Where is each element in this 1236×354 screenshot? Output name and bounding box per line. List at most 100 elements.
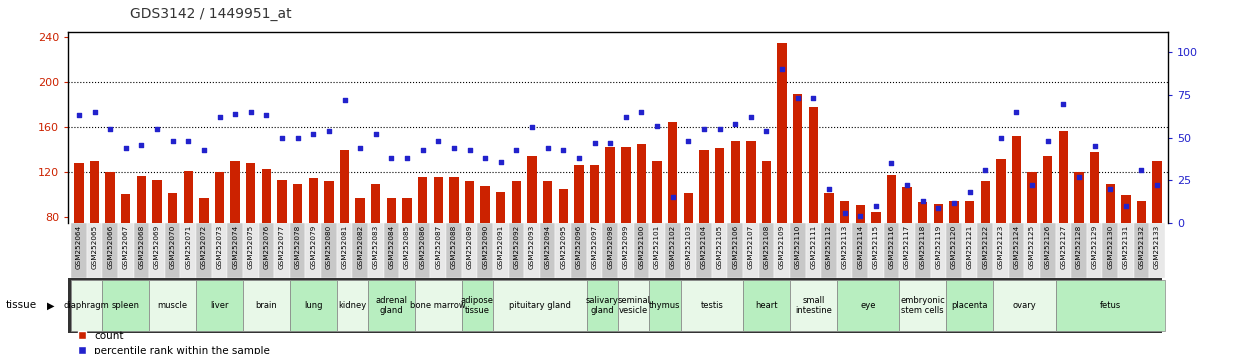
Bar: [340, 150, 350, 307]
Bar: [215, 172, 224, 307]
Bar: [496, 192, 506, 307]
Text: GSM252078: GSM252078: [294, 225, 300, 269]
Bar: [152, 180, 162, 307]
Bar: [1086, 223, 1103, 278]
Point: [178, 138, 198, 144]
Bar: [352, 223, 368, 278]
Text: GSM252103: GSM252103: [685, 225, 691, 269]
Bar: [243, 223, 258, 278]
Bar: [290, 223, 305, 278]
Bar: [493, 223, 509, 278]
Text: placenta: placenta: [952, 301, 988, 310]
Bar: [606, 147, 614, 307]
Bar: [790, 280, 837, 331]
Bar: [1149, 223, 1164, 278]
Text: GSM252081: GSM252081: [341, 225, 347, 269]
Text: GSM252124: GSM252124: [1014, 225, 1020, 269]
Bar: [730, 141, 740, 307]
Bar: [747, 141, 755, 307]
Bar: [665, 223, 681, 278]
Point: [350, 145, 370, 151]
Text: tissue: tissue: [6, 300, 37, 310]
Bar: [761, 161, 771, 307]
Text: adrenal
gland: adrenal gland: [376, 296, 408, 315]
Point: [319, 128, 339, 134]
Bar: [681, 223, 696, 278]
Point: [1006, 109, 1026, 115]
Text: GSM252085: GSM252085: [404, 225, 410, 269]
Text: lung: lung: [304, 301, 323, 310]
Text: GSM252111: GSM252111: [811, 225, 816, 269]
Bar: [824, 193, 833, 307]
Bar: [1039, 223, 1056, 278]
Bar: [383, 223, 399, 278]
Point: [84, 109, 104, 115]
Bar: [575, 165, 583, 307]
Bar: [211, 223, 227, 278]
Point: [366, 131, 386, 137]
Text: pituitary gland: pituitary gland: [509, 301, 571, 310]
Text: GSM252099: GSM252099: [623, 225, 629, 269]
Text: GSM252094: GSM252094: [545, 225, 551, 269]
Point: [803, 96, 823, 101]
Text: GSM252087: GSM252087: [435, 225, 441, 269]
Bar: [837, 223, 853, 278]
Text: GSM252064: GSM252064: [75, 225, 82, 269]
Point: [616, 114, 635, 120]
Bar: [777, 43, 787, 307]
Point: [1100, 186, 1120, 192]
Bar: [853, 223, 868, 278]
Point: [1069, 174, 1089, 180]
Text: diaphragm: diaphragm: [64, 301, 110, 310]
Bar: [700, 150, 708, 307]
Text: bone marrow: bone marrow: [410, 301, 466, 310]
Bar: [622, 147, 630, 307]
Bar: [840, 200, 849, 307]
Text: GSM252121: GSM252121: [967, 225, 973, 269]
Bar: [199, 198, 209, 307]
Bar: [368, 280, 415, 331]
Point: [569, 155, 588, 161]
Text: GSM252118: GSM252118: [920, 225, 926, 269]
Text: GSM252065: GSM252065: [91, 225, 98, 269]
Bar: [871, 212, 880, 307]
Text: GSM252072: GSM252072: [201, 225, 206, 269]
Bar: [509, 223, 524, 278]
Bar: [996, 159, 1006, 307]
Point: [1147, 183, 1167, 188]
Point: [225, 111, 245, 116]
Bar: [634, 223, 649, 278]
Bar: [133, 223, 150, 278]
Text: GSM252104: GSM252104: [701, 225, 707, 269]
Bar: [868, 223, 884, 278]
Text: GSM252126: GSM252126: [1044, 225, 1051, 269]
Text: GSM252129: GSM252129: [1091, 225, 1098, 269]
Bar: [808, 107, 818, 307]
Text: GSM252101: GSM252101: [654, 225, 660, 269]
Bar: [590, 165, 599, 307]
Text: GSM252096: GSM252096: [576, 225, 582, 269]
Text: GSM252127: GSM252127: [1060, 225, 1067, 269]
Text: ovary: ovary: [1012, 301, 1036, 310]
Bar: [649, 280, 681, 331]
Bar: [1074, 172, 1084, 307]
Text: kidney: kidney: [339, 301, 367, 310]
Bar: [277, 180, 287, 307]
Bar: [368, 223, 383, 278]
Bar: [587, 280, 618, 331]
Text: GSM252112: GSM252112: [826, 225, 832, 269]
Bar: [1012, 136, 1021, 307]
Text: GSM252084: GSM252084: [388, 225, 394, 269]
Text: GSM252075: GSM252075: [247, 225, 253, 269]
Text: GSM252089: GSM252089: [466, 225, 472, 269]
Point: [1038, 138, 1058, 144]
Point: [288, 135, 308, 141]
Bar: [1103, 223, 1119, 278]
Bar: [403, 198, 412, 307]
Text: small
intestine: small intestine: [795, 296, 832, 315]
Text: GSM252117: GSM252117: [904, 225, 910, 269]
Text: GSM252069: GSM252069: [154, 225, 159, 269]
Point: [959, 189, 979, 195]
Text: GSM252082: GSM252082: [357, 225, 363, 269]
Bar: [931, 223, 946, 278]
